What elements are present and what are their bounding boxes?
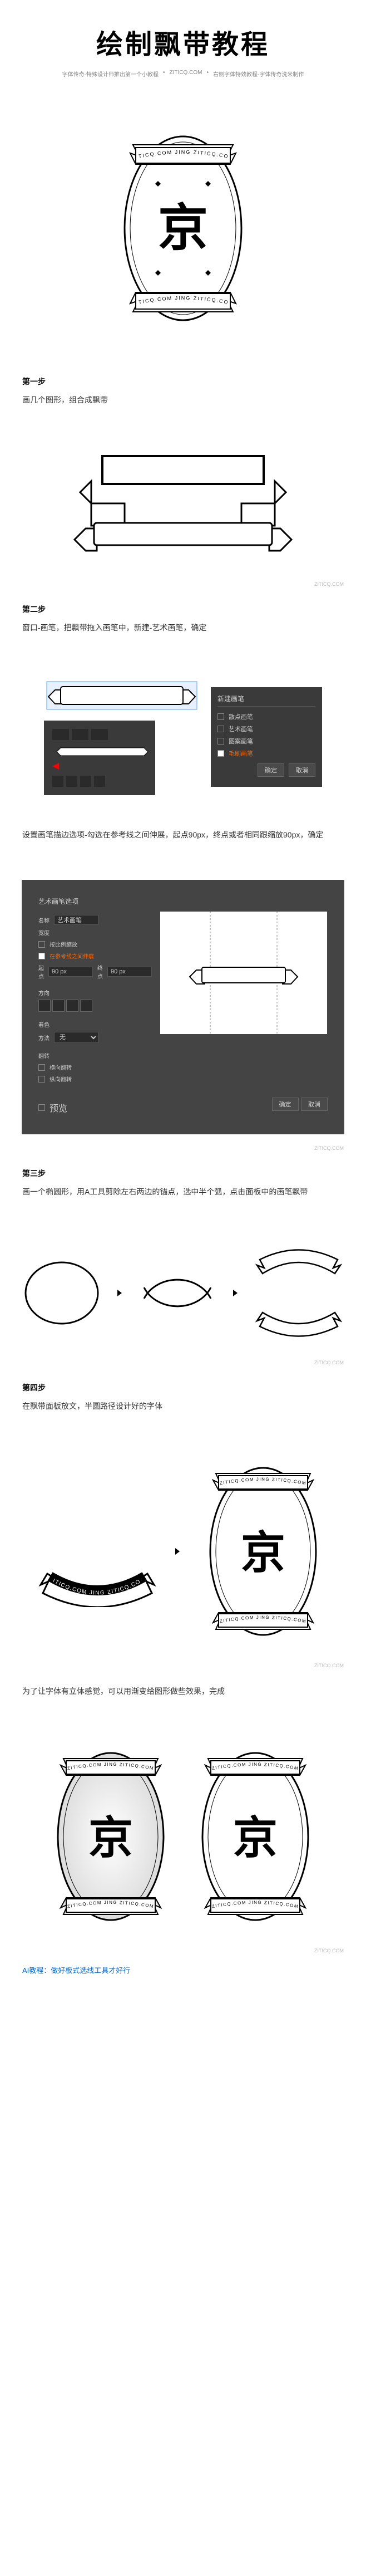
subtitle-right: 右侧字体特效教程-字体传奇洗米制作 — [213, 70, 304, 78]
step-2b-desc: 设置画笔描边选项-勾选在参考线之间伸展，起点90px，终点或者相同跟缩放90px… — [22, 829, 344, 841]
direction-btn[interactable] — [38, 1000, 51, 1012]
watermark: ZITICQ.COM — [0, 1948, 366, 1953]
step-4-label: 第四步 — [22, 1382, 344, 1393]
svg-text:京: 京 — [241, 1528, 285, 1578]
subtitle-row: 字体传奇-特殊设计师推出第一个小教程 • ZITICQ.COM • 右侧字体特效… — [11, 70, 355, 78]
subtitle-mid: ZITICQ.COM — [170, 70, 202, 78]
step-3: 第三步 画一个椭圆形，用A工具剪除左右两边的锚点，选中半个弧，点击面板中的画笔飘… — [0, 1151, 366, 1226]
start-input[interactable] — [48, 967, 93, 977]
svg-text:京: 京 — [158, 200, 208, 256]
step-3-desc: 画一个椭圆形，用A工具剪除左右两边的锚点，选中半个弧，点击面板中的画笔飘带 — [22, 1186, 344, 1198]
svg-text:京: 京 — [88, 1813, 133, 1863]
name-input[interactable] — [54, 915, 98, 925]
subtitle-dot: • — [206, 70, 209, 78]
radio-icon[interactable] — [217, 750, 224, 757]
footer-anchor[interactable]: AI教程：做好板式选线工具才好行 — [22, 1966, 130, 1975]
watermark: ZITICQ.COM — [0, 1663, 366, 1668]
checkbox-icon[interactable] — [38, 941, 45, 948]
watermark: ZITICQ.COM — [0, 581, 366, 587]
cancel-button[interactable]: 取消 — [289, 763, 315, 777]
step-4-desc: 在飘带面板放文，半圆路径设计好的字体 — [22, 1400, 344, 1412]
step-1-label: 第一步 — [22, 376, 344, 387]
logo-svg: ZITICQ.COM JING ZITICQ.COM ZITICQ.COM JI… — [105, 123, 261, 334]
step-2-figure: ◀ 新建画笔 散点画笔 艺术画笔 图案画笔 毛刷画笔 确定 取消 — [0, 662, 366, 812]
ok-button[interactable]: 确定 — [258, 763, 284, 777]
method-select[interactable]: 无 — [54, 1032, 98, 1043]
end-input[interactable] — [107, 967, 152, 977]
radio-icon[interactable] — [217, 738, 224, 745]
checkbox-icon[interactable] — [38, 1076, 45, 1083]
checkbox-icon[interactable] — [38, 1064, 45, 1071]
brush-options-screenshot: 艺术画笔选项 名称 宽度 按比例缩放 在参考线之间伸展 起点 终点 方向 着色 … — [22, 880, 344, 1134]
watermark: ZITICQ.COM — [0, 1360, 366, 1365]
step-2: 第二步 窗口-画笔，把飘带拖入画笔中，新建-艺术画笔，确定 — [0, 587, 366, 662]
ok-button[interactable]: 确定 — [272, 1098, 299, 1111]
step-4-figure: ZITICQ.COM JING ZITICQ.COM 京 ZITICQ.COM … — [0, 1440, 366, 1663]
step-1-desc: 画几个图形，组合成飘带 — [22, 394, 344, 406]
direction-btn[interactable] — [52, 1000, 65, 1012]
step-4: 第四步 在飘带面板放文，半圆路径设计好的字体 — [0, 1365, 366, 1440]
direction-btn[interactable] — [80, 1000, 92, 1012]
checkbox-icon[interactable] — [38, 1104, 45, 1111]
dialog2-title: 艺术画笔选项 — [38, 897, 328, 906]
step-5-desc: 为了让字体有立体感觉，可以用渐变给图形做些效果，完成 — [22, 1685, 344, 1697]
arrow-icon: ◀ — [52, 761, 59, 771]
step-1: 第一步 画几个图形，组合成飘带 — [0, 359, 366, 434]
header: 绘制飘带教程 字体传奇-特殊设计师推出第一个小教程 • ZITICQ.COM •… — [0, 0, 366, 89]
subtitle-left: 字体传奇-特殊设计师推出第一个小教程 — [62, 70, 159, 78]
radio-icon[interactable] — [217, 713, 224, 720]
watermark: ZITICQ.COM — [0, 1145, 366, 1151]
subtitle-dot: • — [163, 70, 165, 78]
brush-panel: ◀ — [44, 721, 155, 795]
step-5: 为了让字体有立体感觉，可以用渐变给图形做些效果，完成 — [0, 1668, 366, 1725]
step-3-label: 第三步 — [22, 1168, 344, 1179]
checkbox-icon[interactable] — [38, 953, 45, 959]
arrow-icon — [175, 1548, 180, 1555]
footer-link[interactable]: AI教程：做好板式选线工具才好行 — [0, 1953, 366, 1986]
step-2-label: 第二步 — [22, 604, 344, 615]
step-1-figure — [0, 434, 366, 581]
arrow-icon — [233, 1290, 238, 1296]
preview-canvas — [160, 912, 327, 1034]
direction-btn[interactable] — [66, 1000, 78, 1012]
svg-text:京: 京 — [233, 1813, 278, 1863]
new-brush-dialog: 新建画笔 散点画笔 艺术画笔 图案画笔 毛刷画笔 确定 取消 — [211, 687, 322, 787]
arrow-icon — [117, 1290, 122, 1296]
cancel-button[interactable]: 取消 — [301, 1098, 328, 1111]
radio-icon[interactable] — [217, 726, 224, 732]
page-title: 绘制飘带教程 — [11, 22, 355, 61]
step-3-figure — [0, 1226, 366, 1360]
dialog-title: 新建画笔 — [217, 694, 315, 707]
hero-logo: ZITICQ.COM JING ZITICQ.COM ZITICQ.COM JI… — [0, 89, 366, 359]
step-2-desc: 窗口-画笔，把飘带拖入画笔中，新建-艺术画笔，确定 — [22, 621, 344, 634]
step-2b: 设置画笔描边选项-勾选在参考线之间伸展，起点90px，终点或者相同跟缩放90px… — [0, 812, 366, 869]
step-5-figure: 京 ZITICQ.COM JING ZITICQ.COM ZITICQ.COM … — [0, 1725, 366, 1948]
